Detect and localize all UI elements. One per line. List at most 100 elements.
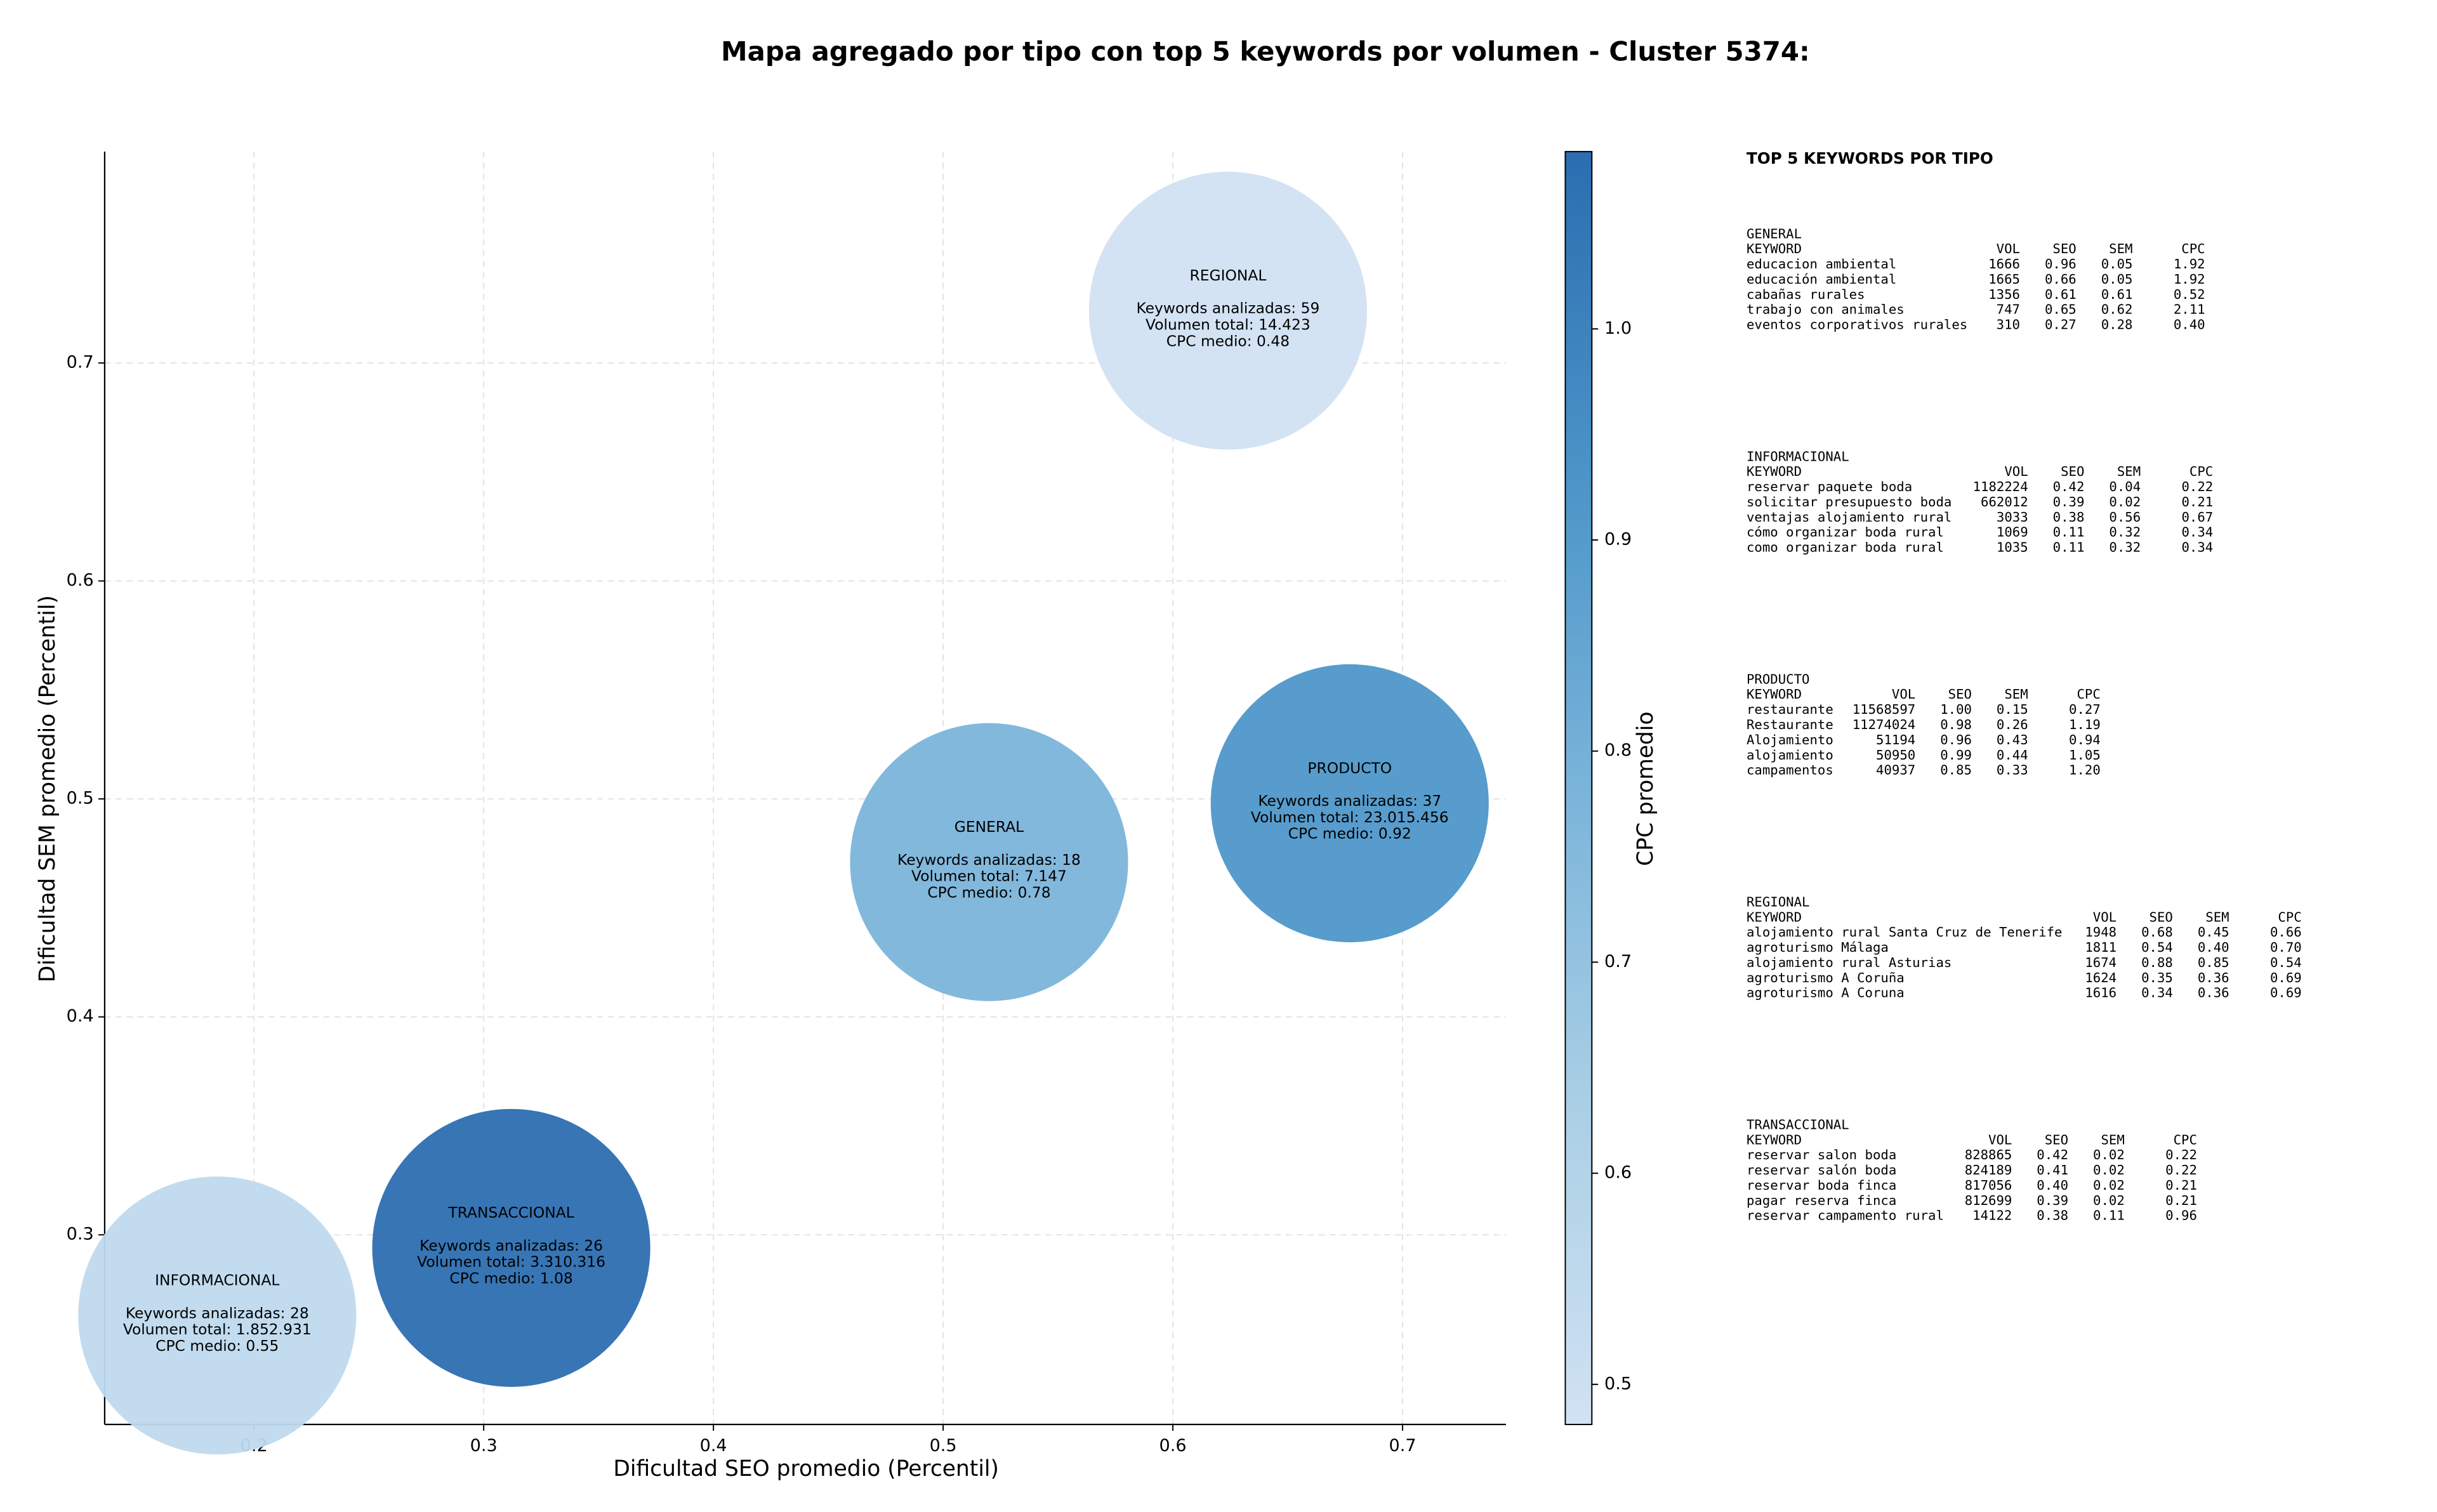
table-cell: 0.94 bbox=[2069, 732, 2101, 747]
colorbar-tick-label: 0.9 bbox=[1604, 530, 1632, 549]
colorbar-tick-label: 0.6 bbox=[1604, 1163, 1632, 1183]
table-header: SEM bbox=[2004, 687, 2028, 702]
bubble-name: REGIONAL bbox=[1189, 266, 1266, 284]
table-cell: 0.70 bbox=[2270, 940, 2302, 955]
y-tick-label: 0.5 bbox=[67, 789, 94, 808]
table-cell: reservar paquete boda bbox=[1747, 479, 1912, 494]
table-cell: Restaurante bbox=[1747, 717, 1833, 732]
table-cell: 0.67 bbox=[2182, 509, 2214, 525]
table-header: KEYWORD bbox=[1747, 909, 1802, 924]
table-cell: 0.11 bbox=[2053, 525, 2085, 540]
table-header: CPC bbox=[2174, 1132, 2197, 1147]
colorbar-tick-label: 1.0 bbox=[1604, 319, 1632, 338]
section-title: PRODUCTO bbox=[1747, 671, 1810, 687]
y-tick-label: 0.7 bbox=[67, 353, 94, 372]
table-cell: 0.54 bbox=[2141, 940, 2173, 955]
table-cell: eventos corporativos rurales bbox=[1747, 317, 1967, 332]
table-cell: 0.41 bbox=[2037, 1162, 2068, 1178]
table-cell: 0.61 bbox=[2045, 287, 2077, 302]
table-cell: educación ambiental bbox=[1747, 272, 1896, 287]
table-cell: 0.85 bbox=[2198, 955, 2229, 970]
table-header: CPC bbox=[2077, 687, 2100, 702]
table-cell: 0.98 bbox=[1940, 717, 1972, 732]
table-cell: 0.02 bbox=[2093, 1162, 2125, 1178]
bubble-name: PRODUCTO bbox=[1307, 759, 1392, 777]
section-title: REGIONAL bbox=[1747, 894, 1810, 909]
table-cell: 0.66 bbox=[2270, 924, 2302, 940]
table-cell: 1.19 bbox=[2069, 717, 2101, 732]
table-cell: restaurante bbox=[1747, 702, 1833, 717]
table-cell: 0.62 bbox=[2101, 302, 2133, 317]
table-header: KEYWORD bbox=[1747, 687, 1802, 702]
table-cell: 817056 bbox=[1965, 1178, 2012, 1193]
table-cell: campamentos bbox=[1747, 763, 1833, 778]
table-cell: 0.38 bbox=[2037, 1208, 2068, 1223]
table-cell: 1616 bbox=[2085, 985, 2117, 1001]
table-cell: 0.61 bbox=[2101, 287, 2133, 302]
bubble-label: Keywords analizadas: 59 bbox=[1136, 299, 1319, 317]
table-cell: 0.36 bbox=[2198, 985, 2229, 1001]
y-tick-label: 0.4 bbox=[67, 1006, 94, 1026]
bubble-label: CPC medio: 0.92 bbox=[1288, 825, 1411, 843]
table-cell: 0.34 bbox=[2182, 525, 2214, 540]
table-cell: 0.54 bbox=[2270, 955, 2302, 970]
table-cell: 1624 bbox=[2085, 970, 2117, 985]
table-cell: 0.27 bbox=[2045, 317, 2077, 332]
table-cell: agroturismo A Coruña bbox=[1747, 970, 1905, 985]
table-cell: 0.40 bbox=[2037, 1178, 2068, 1193]
table-header: VOL bbox=[2093, 909, 2117, 924]
colorbar-label: CPC promedio bbox=[1633, 711, 1658, 865]
table-cell: 1356 bbox=[1988, 287, 2020, 302]
table-cell: 0.02 bbox=[2093, 1147, 2125, 1162]
table-header: CPC bbox=[2189, 464, 2213, 479]
x-tick-label: 0.4 bbox=[700, 1436, 727, 1456]
table-cell: 0.21 bbox=[2165, 1178, 2197, 1193]
table-cell: 1811 bbox=[2085, 940, 2117, 955]
table-cell: 0.34 bbox=[2182, 540, 2214, 555]
table-header: SEO bbox=[2052, 241, 2076, 256]
table-cell: 0.96 bbox=[2045, 256, 2077, 272]
table-header: SEO bbox=[2150, 909, 2173, 924]
table-cell: 0.68 bbox=[2141, 924, 2173, 940]
table-cell: 51194 bbox=[1876, 732, 1915, 747]
table-cell: educacion ambiental bbox=[1747, 256, 1896, 272]
table-cell: 3033 bbox=[1997, 509, 2028, 525]
table-cell: 1666 bbox=[1988, 256, 2020, 272]
table-cell: 0.38 bbox=[2053, 509, 2085, 525]
table-cell: 1.92 bbox=[2174, 256, 2205, 272]
table-cell: 0.27 bbox=[2069, 702, 2101, 717]
x-tick-label: 0.3 bbox=[470, 1436, 498, 1456]
bubble-label: CPC medio: 0.48 bbox=[1166, 332, 1290, 350]
table-cell: 0.15 bbox=[1997, 702, 2028, 717]
table-cell: cómo organizar boda rural bbox=[1747, 525, 1944, 540]
table-cell: 0.96 bbox=[1940, 732, 1972, 747]
colorbar-tick-label: 0.5 bbox=[1604, 1374, 1632, 1393]
table-cell: 40937 bbox=[1876, 763, 1915, 778]
table-cell: 0.22 bbox=[2165, 1147, 2197, 1162]
bubble-label: Keywords analizadas: 28 bbox=[126, 1304, 309, 1322]
table-cell: 0.28 bbox=[2101, 317, 2133, 332]
table-cell: 0.56 bbox=[2109, 509, 2141, 525]
table-cell: 0.69 bbox=[2270, 985, 2302, 1001]
bubble-label: CPC medio: 1.08 bbox=[449, 1270, 572, 1287]
x-axis-label: Dificultad SEO promedio (Percentil) bbox=[613, 1456, 999, 1482]
table-header: KEYWORD bbox=[1747, 1132, 1802, 1147]
table-cell: agroturismo A Coruna bbox=[1747, 985, 1905, 1001]
table-cell: agroturismo Málaga bbox=[1747, 940, 1889, 955]
table-cell: 0.99 bbox=[1940, 747, 1972, 763]
table-cell: 1.00 bbox=[1940, 702, 1972, 717]
table-cell: 747 bbox=[1997, 302, 2020, 317]
colorbar bbox=[1564, 150, 1593, 1426]
table-cell: 0.40 bbox=[2174, 317, 2205, 332]
table-cell: 2.11 bbox=[2174, 302, 2205, 317]
table-cell: pagar reserva finca bbox=[1747, 1193, 1896, 1208]
table-header: SEO bbox=[1948, 687, 1972, 702]
table-cell: 0.11 bbox=[2093, 1208, 2125, 1223]
panel-title: TOP 5 KEYWORDS POR TIPO bbox=[1747, 149, 1993, 168]
table-cell: reservar campamento rural bbox=[1747, 1208, 1944, 1223]
table-cell: 0.45 bbox=[2198, 924, 2229, 940]
table-cell: como organizar boda rural bbox=[1747, 540, 1944, 555]
table-cell: 0.40 bbox=[2198, 940, 2229, 955]
table-cell: 310 bbox=[1997, 317, 2020, 332]
bubble bbox=[1088, 171, 1368, 450]
